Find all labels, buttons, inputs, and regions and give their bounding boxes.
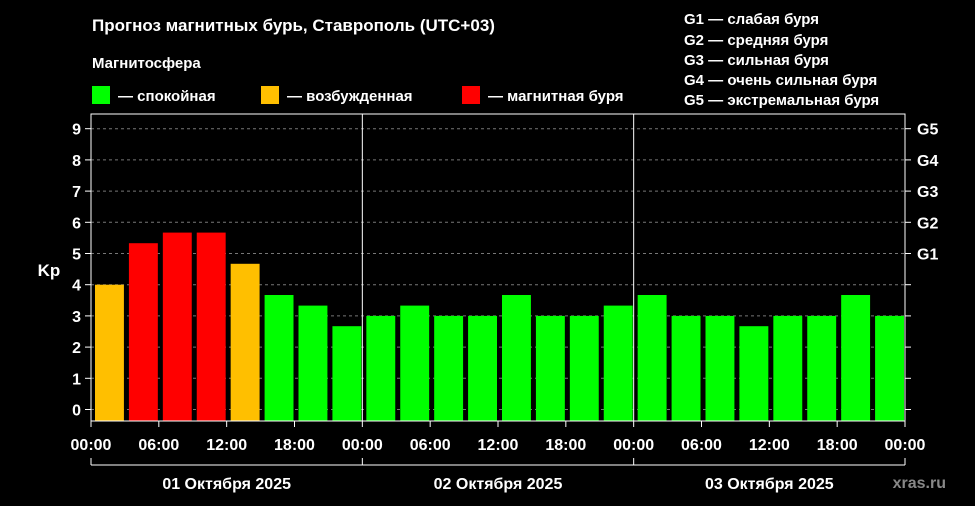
g-legend-g4: G4 — очень сильная буря	[684, 72, 877, 89]
x-tick-label: 12:00	[206, 437, 247, 454]
x-tick-label: 18:00	[817, 437, 858, 454]
kp-bar	[128, 243, 158, 421]
y-tick-label: 3	[72, 309, 81, 326]
y-tick-label: 9	[72, 122, 81, 139]
kp-bar	[705, 315, 735, 421]
x-tick-label: 00:00	[342, 437, 383, 454]
y-tick-label: 4	[72, 278, 81, 295]
x-tick-label: 00:00	[885, 437, 926, 454]
legend-swatch-excited	[261, 86, 279, 104]
y-tick-label: 0	[72, 403, 81, 420]
kp-bar	[230, 263, 260, 421]
date-label: 01 Октября 2025	[162, 476, 291, 493]
y-tick-label: 2	[72, 340, 81, 357]
grid	[91, 128, 905, 410]
kp-bar	[332, 326, 362, 421]
legend-label-quiet: — спокойная	[118, 88, 216, 105]
y-axis-label: Kp	[38, 261, 61, 280]
legend-swatch-quiet	[92, 86, 110, 104]
g-legend-g1: G1 — слабая буря	[684, 11, 819, 28]
watermark: xras.ru	[893, 475, 946, 492]
x-tick-label: 06:00	[681, 437, 722, 454]
kp-bar	[773, 315, 803, 421]
y-tick-label: 8	[72, 153, 81, 170]
legend-label-storm: — магнитная буря	[488, 88, 624, 105]
date-label: 03 Октября 2025	[705, 476, 834, 493]
x-tick-label: 00:00	[613, 437, 654, 454]
kp-bar	[298, 305, 328, 421]
bars	[95, 232, 904, 421]
kp-bar	[569, 315, 599, 421]
g-scale-label: G5	[917, 122, 938, 139]
legend-label-excited: — возбужденная	[287, 88, 413, 105]
x-tick-label: 06:00	[410, 437, 451, 454]
g-scale-legend: G1 — слабая буря G2 — средняя буря G3 — …	[684, 11, 879, 109]
g-legend-g5: G5 — экстремальная буря	[684, 92, 879, 109]
legend-swatch-storm	[462, 86, 480, 104]
x-tick-label: 18:00	[274, 437, 315, 454]
y-tick-label: 5	[72, 247, 81, 264]
kp-bar	[366, 315, 396, 421]
g-scale-label: G1	[917, 247, 938, 264]
kp-bar	[807, 315, 837, 421]
x-tick-label: 00:00	[71, 437, 112, 454]
kp-bar	[841, 294, 871, 421]
kp-bar	[95, 284, 124, 421]
kp-bar	[434, 315, 464, 421]
g-scale-label: G2	[917, 215, 938, 232]
chart-title: Прогноз магнитных бурь, Ставрополь (UTC+…	[92, 16, 495, 35]
axes: 0 1 2 3 4 5 6 7 8 9 G1 G2 G3 G4 G5 00:00 06:00 12:00 18:00…	[71, 113, 938, 493]
kp-bar	[400, 305, 430, 421]
kp-bar	[603, 305, 633, 421]
kp-bar	[162, 232, 192, 421]
x-tick-label: 18:00	[545, 437, 586, 454]
g-legend-g3: G3 — сильная буря	[684, 52, 829, 69]
g-legend-g2: G2 — средняя буря	[684, 32, 828, 49]
g-scale-label: G4	[917, 153, 938, 170]
legend-title: Магнитосфера	[92, 55, 201, 72]
date-label: 02 Октября 2025	[434, 476, 563, 493]
kp-bar	[637, 294, 667, 421]
legend: — спокойная — возбужденная — магнитная б…	[92, 86, 624, 105]
kp-bar	[502, 294, 531, 421]
x-tick-label: 06:00	[138, 437, 179, 454]
y-tick-label: 7	[72, 184, 81, 201]
kp-bar	[875, 315, 904, 421]
kp-bar	[196, 232, 226, 421]
y-tick-label: 6	[72, 215, 81, 232]
x-tick-label: 12:00	[749, 437, 790, 454]
g-scale-label: G3	[917, 184, 938, 201]
kp-bar	[671, 315, 701, 421]
y-tick-label: 1	[72, 371, 81, 388]
x-tick-label: 12:00	[478, 437, 519, 454]
kp-bar	[468, 315, 497, 421]
kp-bar	[535, 315, 565, 421]
kp-bar	[739, 326, 769, 421]
kp-bar	[264, 294, 294, 421]
